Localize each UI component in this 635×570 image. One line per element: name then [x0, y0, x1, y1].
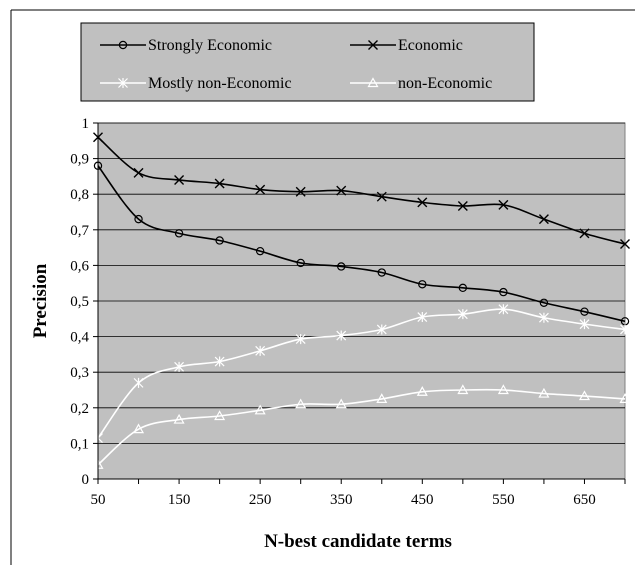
- data-point: [174, 174, 185, 185]
- legend: Strongly Economic Economic Mostly non-Econ…: [100, 37, 492, 92]
- y-tick-label: 0,2: [70, 401, 89, 417]
- data-point: [336, 330, 347, 341]
- data-point: [295, 398, 307, 409]
- data-point: [579, 319, 590, 330]
- data-point: [337, 262, 346, 271]
- y-ticks: 0 0,1 0,2 0,3 0,4 0,5 0,6 0,7 0,8 0,9 1: [70, 116, 98, 488]
- data-point: [295, 334, 306, 345]
- legend-marker: [118, 78, 128, 88]
- data-point: [173, 413, 185, 424]
- data-point: [133, 167, 144, 178]
- data-point: [133, 377, 144, 388]
- data-point: [335, 398, 347, 409]
- data-point: [295, 186, 306, 197]
- y-tick-label: 1: [82, 116, 90, 132]
- data-point: [134, 214, 143, 224]
- x-ticks: 50 150 250 350 450 550 650: [91, 479, 626, 508]
- y-tick-label: 0,6: [70, 258, 89, 274]
- data-point: [133, 423, 145, 434]
- data-point: [417, 197, 428, 208]
- x-tick-label: 250: [249, 492, 272, 508]
- data-point: [620, 324, 630, 335]
- y-axis-label: Precision: [30, 263, 51, 338]
- x-axis-label: N-best candidate terms: [264, 531, 452, 552]
- legend-marker: [368, 40, 378, 50]
- data-point: [255, 246, 265, 256]
- legend-label: Mostly non-Economic: [148, 75, 292, 92]
- x-tick-label: 50: [91, 492, 106, 508]
- data-point: [254, 404, 266, 415]
- x-tick-label: 350: [330, 492, 353, 508]
- data-point: [376, 191, 387, 202]
- data-point: [538, 312, 549, 323]
- data-point: [214, 410, 226, 421]
- legend-marker: [367, 77, 379, 88]
- data-point: [255, 345, 266, 356]
- legend-marker: [118, 40, 128, 50]
- series-line: [97, 136, 626, 245]
- y-tick-label: 0,4: [70, 330, 89, 346]
- data-point: [174, 361, 185, 372]
- data-point: [336, 185, 347, 196]
- data-point: [377, 268, 386, 277]
- data-point: [579, 228, 590, 239]
- series-markers: [92, 132, 631, 469]
- data-point: [538, 387, 550, 398]
- data-point: [538, 214, 549, 225]
- data-point: [457, 384, 469, 395]
- legend-label: Economic: [398, 37, 463, 54]
- y-tick-label: 0,8: [70, 187, 89, 203]
- data-point: [376, 393, 388, 403]
- data-point: [458, 283, 468, 293]
- legend-box: [80, 22, 535, 102]
- data-point: [539, 298, 549, 307]
- data-point: [214, 356, 225, 367]
- data-point: [416, 386, 428, 396]
- x-tick-label: 150: [168, 492, 191, 508]
- y-tick-label: 0,9: [70, 152, 89, 168]
- y-tick-label: 0,1: [70, 436, 89, 452]
- data-point: [498, 304, 509, 315]
- legend-label: Strongly Economic: [148, 37, 272, 54]
- data-point: [619, 393, 631, 403]
- data-point: [620, 239, 630, 250]
- y-tick-label: 0,3: [70, 365, 89, 381]
- series-lines: [97, 136, 626, 466]
- series-line: [97, 165, 626, 323]
- data-point: [296, 258, 305, 268]
- series-line: [97, 388, 626, 466]
- data-point: [215, 236, 224, 245]
- data-point: [578, 390, 590, 401]
- data-point: [418, 280, 427, 289]
- data-point: [498, 199, 509, 210]
- x-tick-label: 450: [411, 492, 434, 508]
- data-point: [417, 312, 428, 323]
- data-point: [255, 184, 266, 195]
- x-tick-label: 550: [492, 492, 515, 508]
- data-point: [499, 287, 508, 297]
- y-tick-label: 0,7: [70, 223, 89, 239]
- y-tick-label: 0: [82, 472, 90, 488]
- y-tick-label: 0,5: [70, 294, 89, 310]
- data-point: [457, 200, 468, 211]
- data-point: [376, 324, 387, 335]
- x-tick-label: 650: [573, 492, 596, 508]
- data-point: [580, 307, 589, 316]
- legend-label: non-Economic: [398, 75, 492, 92]
- data-point: [457, 309, 468, 320]
- data-point: [497, 384, 509, 395]
- data-point: [174, 229, 184, 238]
- data-point: [214, 178, 225, 189]
